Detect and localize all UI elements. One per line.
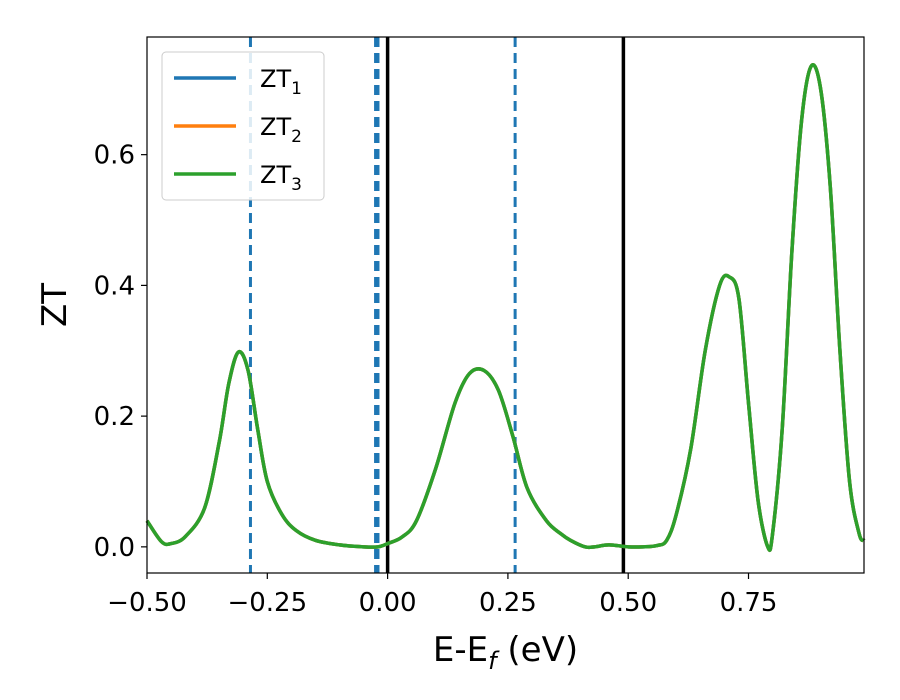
legend-label: ZT2 [260, 113, 302, 147]
x-tick-label: −0.25 [227, 588, 307, 618]
y-tick-label: 0.6 [94, 141, 135, 171]
y-tick-label: 0.2 [94, 402, 135, 432]
legend-box [161, 51, 325, 201]
y-axis-ticks: 0.0 0.2 0.4 0.6 [94, 141, 147, 563]
x-tick-label: 0.25 [479, 588, 537, 618]
x-tick-label: 0.00 [359, 588, 417, 618]
x-tick-label: −0.50 [107, 588, 187, 618]
series-lines [145, 63, 866, 553]
legend: ZT1 ZT2 ZT3 [161, 51, 325, 201]
y-tick-label: 0.0 [94, 533, 135, 563]
x-axis-ticks: −0.50 −0.25 0.00 0.25 0.50 0.75 [107, 573, 777, 618]
legend-label: ZT1 [260, 65, 302, 99]
x-axis-label-unit: (eV) [497, 630, 579, 670]
x-axis-label-main: E-E [433, 630, 488, 670]
x-tick-label: 0.75 [720, 588, 778, 618]
y-tick-label: 0.4 [94, 271, 135, 301]
series-line-3 [145, 63, 866, 553]
x-tick-label: 0.50 [599, 588, 657, 618]
y-axis-label: ZT [35, 283, 75, 327]
x-axis-label: E-Ef (eV) [433, 630, 578, 675]
plot-frame [146, 36, 865, 574]
legend-label: ZT3 [260, 161, 302, 195]
